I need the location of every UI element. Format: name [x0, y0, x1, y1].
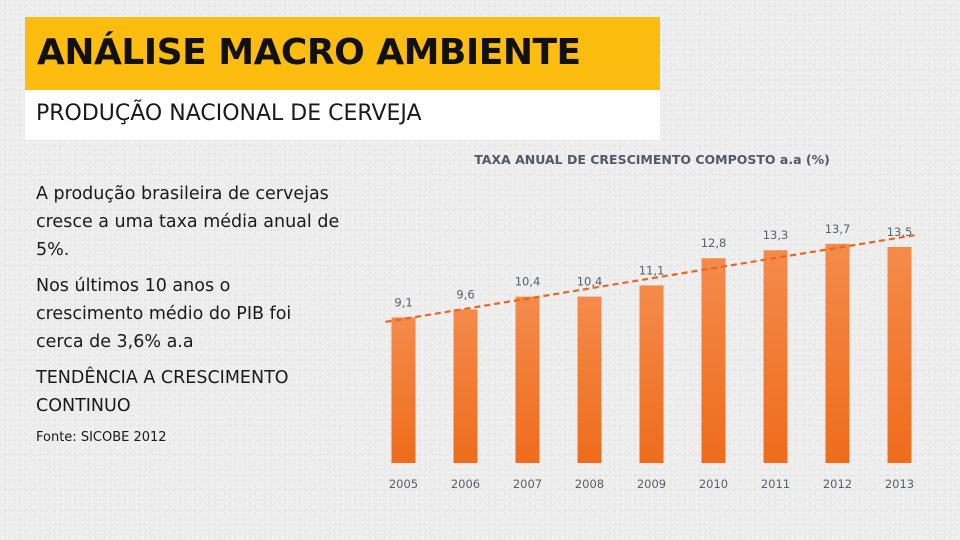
subtitle-banner: PRODUÇÃO NACIONAL DE CERVEJA [25, 90, 660, 140]
bar-2007 [515, 296, 540, 463]
source-note: Fonte: SICOBE 2012 [36, 430, 167, 445]
chart-title: TAXA ANUAL DE CRESCIMENTO COMPOSTO a.a (… [474, 152, 830, 167]
x-tick-2009: 2009 [637, 477, 666, 491]
value-label-2012: 13,7 [825, 222, 851, 236]
paragraph-trend: TENDÊNCIA A CRESCIMENTO CONTINUO [36, 368, 289, 416]
x-tick-2005: 2005 [389, 477, 418, 491]
value-label-2007: 10,4 [515, 275, 541, 289]
x-tick-2013: 2013 [885, 477, 914, 491]
bar-2008 [577, 296, 602, 463]
bar-2010 [701, 258, 726, 463]
value-label-2005: 9,1 [394, 295, 412, 309]
paragraph-production-growth: A produção brasileira de cervejas cresce… [36, 184, 340, 260]
value-label-2009: 11,1 [639, 263, 665, 277]
value-label-2006: 9,6 [456, 287, 474, 301]
bar-2012 [825, 243, 850, 463]
page-subtitle: PRODUÇÃO NACIONAL DE CERVEJA [36, 101, 422, 126]
bar-2005 [391, 317, 416, 463]
x-tick-2012: 2012 [823, 477, 852, 491]
body-text: A produção brasileira de cervejas cresce… [36, 180, 341, 448]
paragraph-gdp-growth: Nos últimos 10 anos o crescimento médio … [36, 276, 292, 352]
page-title: ANÁLISE MACRO AMBIENTE [37, 32, 581, 73]
x-tick-2008: 2008 [575, 477, 604, 491]
title-banner: ANÁLISE MACRO AMBIENTE [25, 17, 660, 90]
value-label-2013: 13,5 [887, 225, 913, 239]
x-tick-2011: 2011 [761, 477, 790, 491]
value-label-2008: 10,4 [577, 275, 603, 289]
value-label-2010: 12,8 [701, 236, 727, 250]
bar-2009 [639, 285, 664, 463]
bar-2013 [887, 247, 912, 463]
x-tick-2006: 2006 [451, 477, 480, 491]
value-label-2011: 13,3 [763, 228, 789, 242]
x-tick-2010: 2010 [699, 477, 728, 491]
bar-2006 [453, 309, 478, 463]
growth-rate-chart: TAXA ANUAL DE CRESCIMENTO COMPOSTO a.a (… [385, 152, 918, 491]
bar-2011 [763, 250, 788, 463]
x-tick-2007: 2007 [513, 477, 542, 491]
